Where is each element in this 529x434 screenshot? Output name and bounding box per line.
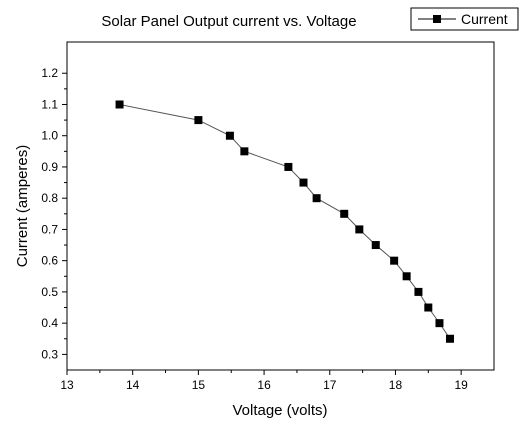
x-tick-label: 15 [192, 378, 206, 392]
y-tick-label: 0.6 [41, 254, 58, 268]
x-tick-label: 13 [60, 378, 74, 392]
plot-frame [66, 41, 495, 371]
legend-marker-sample [433, 15, 441, 23]
y-tick-label: 0.4 [41, 316, 58, 330]
y-tick-label: 1.1 [41, 97, 58, 111]
data-point [115, 100, 124, 109]
data-point [312, 194, 321, 203]
data-point [299, 178, 308, 187]
y-tick-label: 0.3 [41, 347, 58, 361]
x-tick-label: 17 [323, 378, 337, 392]
x-tick-label: 16 [257, 378, 271, 392]
y-tick-label: 0.5 [41, 285, 58, 299]
x-tick-label: 18 [389, 378, 403, 392]
y-tick-label: 0.9 [41, 160, 58, 174]
data-point [355, 225, 364, 234]
x-axis-label: Voltage (volts) [232, 402, 327, 419]
series-current [115, 100, 454, 343]
x-axis: 13 14 15 16 17 18 19 [60, 370, 468, 392]
y-tick-label: 1.2 [41, 66, 58, 80]
y-tick-label: 0.7 [41, 222, 58, 236]
data-point [435, 319, 444, 328]
data-point [194, 116, 203, 125]
data-point [402, 272, 411, 281]
y-axis-label: Current (amperes) [14, 145, 31, 268]
data-point [414, 287, 423, 296]
chart-title: Solar Panel Output current vs. Voltage [101, 13, 356, 30]
y-tick-label: 0.8 [41, 191, 58, 205]
data-point [340, 209, 349, 218]
data-point [445, 334, 454, 343]
x-tick-label: 19 [454, 378, 468, 392]
data-point [424, 303, 433, 312]
data-point [225, 131, 234, 140]
y-axis: 0.3 0.4 0.5 0.6 0.7 0.8 0.9 1.0 1.1 1.2 [41, 66, 67, 361]
legend-box [410, 7, 519, 31]
x-tick-label: 14 [126, 378, 140, 392]
series-line [119, 104, 451, 340]
data-point [240, 147, 249, 156]
y-tick-label: 1.0 [41, 129, 58, 143]
legend-entry-current: Current [461, 11, 508, 27]
data-point [371, 241, 380, 250]
data-point [390, 256, 399, 265]
data-point [284, 162, 293, 171]
legend: Current [410, 7, 519, 31]
